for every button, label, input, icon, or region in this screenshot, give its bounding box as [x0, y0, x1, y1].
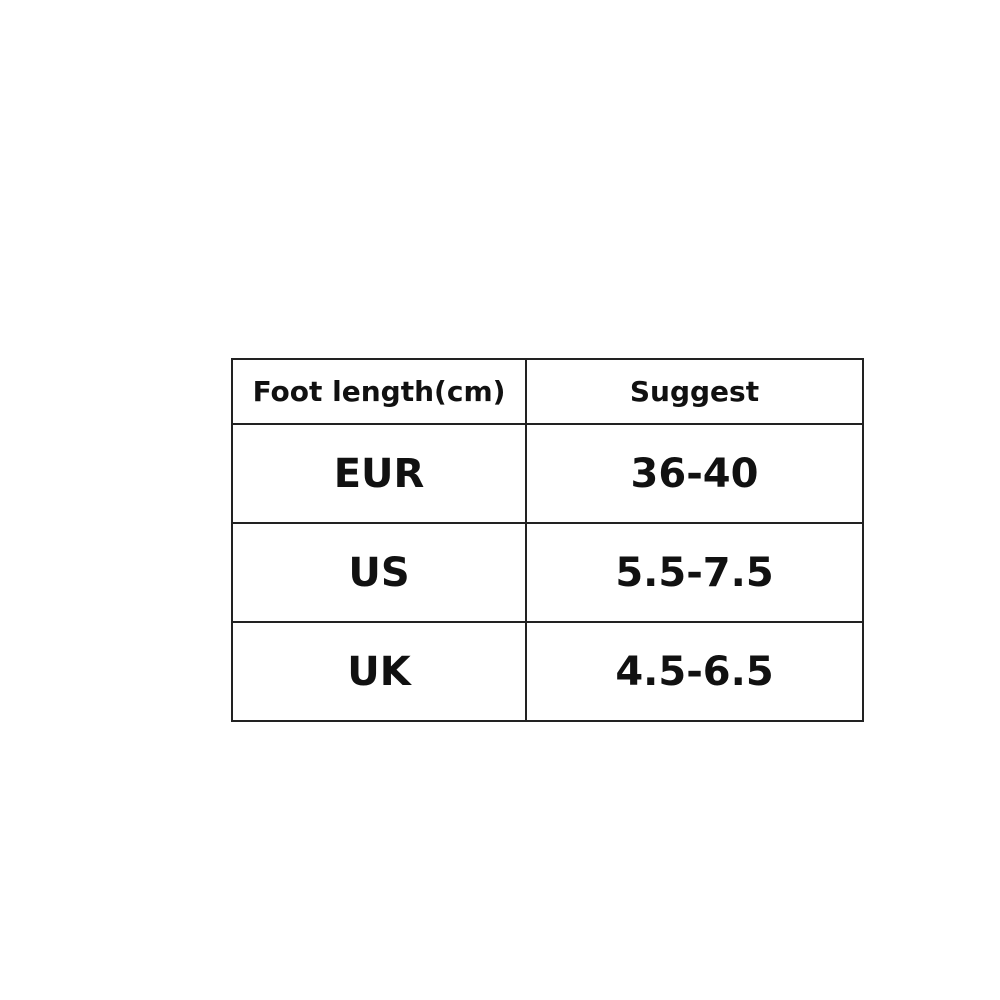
header-foot-length: Foot length(cm) — [231, 358, 527, 425]
table-header-row: Foot length(cm) Suggest — [231, 358, 864, 425]
size-chart-table: Foot length(cm) Suggest EUR 36-40 US 5.5… — [231, 358, 864, 722]
row-label: UK — [231, 621, 527, 722]
table-row: US 5.5-7.5 — [231, 522, 864, 623]
table-row: EUR 36-40 — [231, 423, 864, 524]
row-value: 4.5-6.5 — [525, 621, 864, 722]
row-label: EUR — [231, 423, 527, 524]
header-suggest: Suggest — [525, 358, 864, 425]
row-value: 36-40 — [525, 423, 864, 524]
row-label: US — [231, 522, 527, 623]
table-row: UK 4.5-6.5 — [231, 621, 864, 722]
row-value: 5.5-7.5 — [525, 522, 864, 623]
